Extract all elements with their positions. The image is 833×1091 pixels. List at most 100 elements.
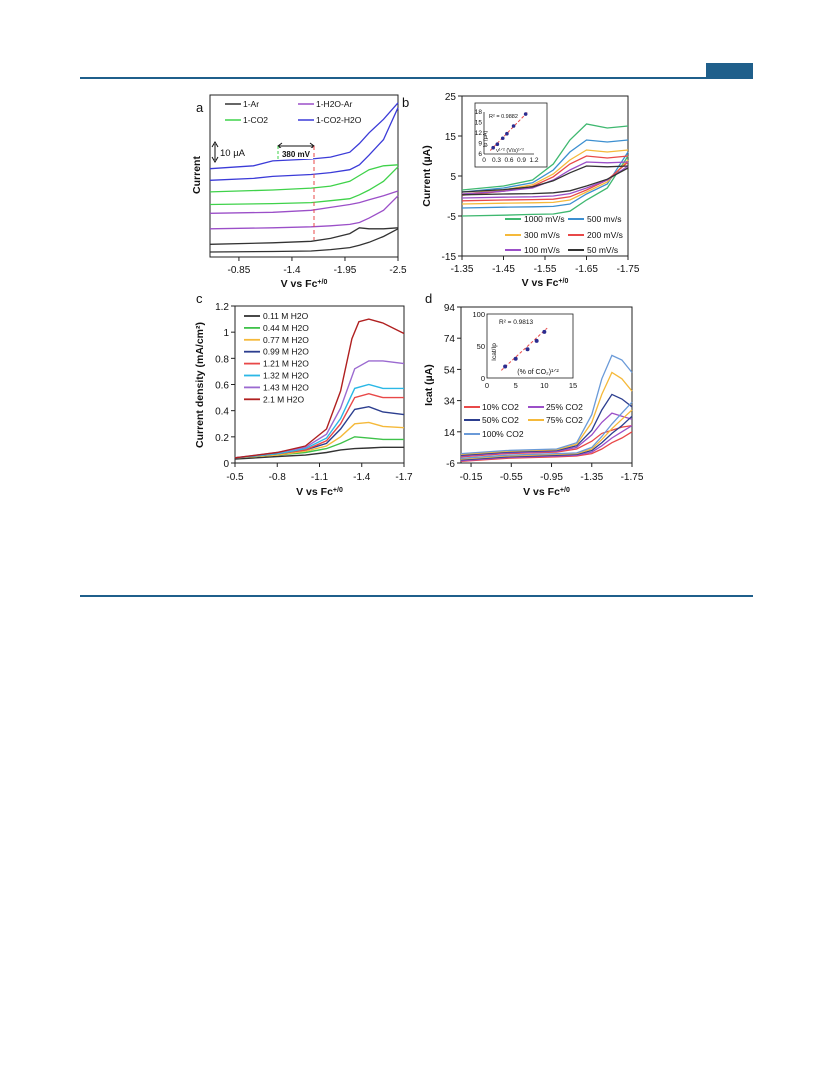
inset-point [500, 136, 505, 141]
series-line [460, 431, 633, 463]
header-tab [706, 63, 753, 77]
x-tick-label: -1.1 [311, 472, 329, 483]
inset-x-tick-label: 15 [569, 381, 577, 390]
legend-label: 0.44 M H2O [263, 323, 309, 333]
inset-point [542, 329, 547, 334]
legend-label: 10% CO2 [482, 402, 519, 412]
inset-y-label: Ip (µA) [483, 131, 489, 148]
y-tick-label: 25 [445, 92, 457, 103]
y-axis-label: Icat (µA) [423, 364, 435, 406]
panel-a: a -0.85 -1.4 -1.95 -2.5 V vs Fc+/0 Current 1-Ar… [191, 94, 407, 290]
inset-x-label: (% of CO₂)¹ᐟ² [517, 369, 559, 376]
series-line [461, 159, 629, 205]
inset-y-tick-label: 18 [475, 109, 483, 116]
series-line [460, 401, 633, 459]
y-tick-label: 0.6 [215, 381, 229, 392]
inset-point [511, 124, 516, 128]
legend-label: 0.77 M H2O [263, 335, 309, 345]
series-line [461, 151, 629, 209]
footer-rule [80, 595, 753, 597]
x-tick-label: -1.4 [353, 472, 371, 483]
y-tick-label: 0.4 [215, 407, 229, 418]
inset-x-label: ν¹ᐟ² (V/s)¹ᐟ² [496, 147, 524, 154]
x-tick-label: -0.55 [500, 472, 523, 483]
series-line [460, 393, 633, 456]
plot-frame [209, 94, 399, 258]
inset-point [525, 347, 530, 352]
legend-label: 1-CO2 [243, 115, 268, 125]
y-tick-label: 1.2 [215, 302, 229, 313]
inset-x-tick-label: 10 [540, 381, 548, 390]
x-tick-label: -1.35 [451, 264, 474, 275]
series-line [209, 102, 399, 170]
series-line [460, 371, 633, 456]
series-line [461, 123, 629, 191]
inset-fit-line [489, 111, 529, 151]
y-tick-label: 0.2 [215, 433, 229, 444]
inset-x-tick-label: 0.9 [517, 157, 526, 164]
series-line [234, 421, 405, 459]
y-tick-label: 94 [444, 303, 456, 314]
inset-point [491, 145, 495, 150]
series-line [209, 228, 399, 253]
y-axis-label: Current density (mA/cm²) [194, 322, 206, 448]
inset-x-tick-label: 5 [514, 381, 518, 390]
x-tick-label: -0.95 [540, 472, 563, 483]
inset-x-tick-label: 0.3 [492, 157, 501, 164]
y-tick-label: 74 [444, 334, 456, 345]
inset-r2: R² = 0.9882 [489, 114, 518, 120]
y-tick-label: -6 [446, 459, 455, 470]
inset-point [534, 338, 539, 343]
series-line [461, 165, 629, 193]
y-tick-label: -15 [442, 252, 457, 263]
series-line [461, 155, 629, 217]
panel-c: c -0.5 -0.8 -1.1 -1.4 -1.7 0 0.2 0.4 0.6 0.8 1 1.2 V … [194, 291, 413, 498]
y-tick-label: 14 [444, 428, 456, 439]
inset-y-tick-label: 100 [472, 310, 485, 319]
inset-y-tick-label: 12 [475, 130, 483, 137]
y-tick-label: 15 [445, 132, 457, 143]
x-tick-label: -1.55 [534, 264, 557, 275]
series-line [460, 354, 633, 455]
x-tick-label: -1.7 [395, 472, 413, 483]
series-line [461, 161, 629, 195]
x-axis-label: V vs Fc+/0 [281, 278, 328, 290]
panel-label: c [196, 291, 203, 306]
legend-label: 1-Ar [243, 99, 259, 109]
inset-y-label: Icat/Ip [491, 343, 498, 361]
legend-label: 0.11 M H2O [263, 311, 309, 321]
x-tick-label: -0.5 [226, 472, 244, 483]
inset-point [505, 131, 509, 136]
legend-label: 1-CO2-H2O [316, 115, 362, 125]
inset-point [523, 112, 528, 116]
inset-frame [486, 313, 574, 379]
x-tick-label: -1.45 [492, 264, 515, 275]
annotation-label: 380 mV [282, 150, 311, 159]
inset-y-tick-label: 6 [478, 151, 482, 158]
legend-label: 500 mv/s [587, 214, 622, 224]
header-rule [80, 77, 753, 79]
inset-x-tick-label: 0.6 [504, 157, 513, 164]
x-tick-label: -0.85 [228, 265, 251, 276]
series-line [209, 107, 399, 181]
series-line [461, 165, 629, 199]
panel-b: b -1.35 -1.45 -1.55 -1.65 -1.75 -15 -5 5 15 25 V vs… [402, 92, 640, 289]
inset-y-tick-label: 50 [477, 342, 485, 351]
legend-label: 75% CO2 [546, 415, 583, 425]
series-line [234, 383, 404, 459]
series-line [234, 446, 404, 460]
legend-label: 50% CO2 [482, 415, 519, 425]
x-tick-label: -0.8 [269, 472, 287, 483]
legend-label: 1.32 M H2O [263, 371, 309, 381]
series-line [460, 425, 633, 462]
x-tick-label: -1.35 [580, 472, 603, 483]
y-tick-label: 5 [450, 172, 456, 183]
legend-label: 50 mV/s [587, 245, 618, 255]
panel-label: b [402, 95, 409, 110]
inset-y-tick-label: 15 [475, 120, 483, 127]
x-tick-label: -1.4 [283, 265, 301, 276]
x-tick-label: -1.95 [334, 265, 357, 276]
series-line [209, 164, 399, 193]
x-axis-label: V vs Fc+/0 [523, 486, 570, 498]
